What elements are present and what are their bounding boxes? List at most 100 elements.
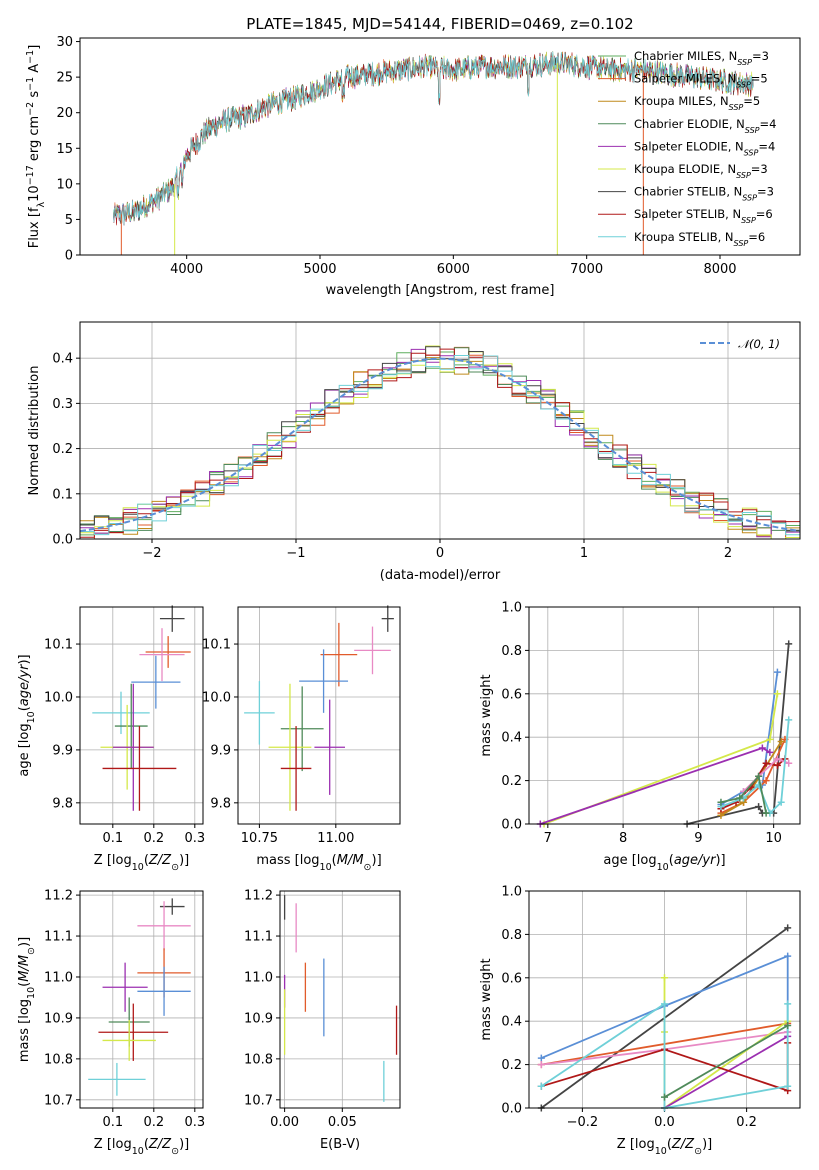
mass-weight-marker (785, 716, 793, 724)
mass-weight-marker (784, 1082, 792, 1090)
y-tick-label: 11.2 (244, 889, 273, 904)
axes-spectrum: 4000 5000 6000 7000 8000 0 5 10 15 20 25 30 waveleng… (25, 35, 801, 298)
x-tick-label: 0.3 (184, 1115, 205, 1130)
x-tick-label: 2 (724, 546, 732, 561)
histogram-step (80, 355, 800, 536)
spectrum-line (113, 51, 754, 226)
mass-weight-lines (537, 924, 792, 1112)
y-tick-label: 11.2 (44, 889, 73, 904)
x-tick-label: 0.05 (328, 1115, 357, 1130)
mass-weight-lines (536, 640, 793, 828)
y-tick-label: 0.4 (501, 731, 522, 746)
mass-weight-marker (661, 974, 668, 982)
y-tick-label: 0.6 (501, 687, 522, 702)
x-tick-label: 4000 (170, 262, 203, 277)
spectrum-lines (113, 51, 754, 255)
axes-frame (79, 606, 204, 825)
x-tick-label: 0.3 (184, 831, 205, 846)
y-tick-label: 9.9 (210, 743, 231, 758)
mass-weight-marker (773, 668, 781, 676)
y-tick-label: 11.1 (244, 930, 273, 945)
mass-weight-marker (758, 744, 766, 752)
y-tick-label: 10 (56, 177, 73, 192)
mass-weight-line (664, 1024, 789, 1098)
errorbar-points (283, 895, 398, 1102)
errorbar-points (92, 605, 191, 811)
y-tick-label: 0.8 (501, 928, 522, 943)
y-tick-label: 0.2 (52, 442, 73, 457)
x-tick-label: 6000 (437, 262, 470, 277)
x-axis-label: (data-model)/error (380, 568, 501, 583)
legend-entry: Kroupa ELODIE, NSSP=3 (634, 162, 768, 180)
y-tick-label: 0.1 (52, 487, 73, 502)
x-tick-label: 7 (544, 831, 552, 846)
x-tick-label: 7000 (570, 262, 603, 277)
mass-weight-marker (766, 748, 774, 756)
mass-weight-marker (784, 1000, 792, 1008)
x-axis-label: Z [log10(Z/Z⊙)] (94, 1137, 189, 1157)
x-tick-label: −0.2 (567, 1115, 599, 1130)
y-tick-label: 0.8 (501, 644, 522, 659)
normal-reference-curve (80, 357, 800, 533)
y-axis-label: Normed distribution (27, 366, 42, 496)
y-tick-label: 20 (56, 106, 73, 121)
x-tick-label: 9 (694, 831, 702, 846)
legend-entry: Chabrier ELODIE, NSSP=4 (634, 117, 776, 135)
y-tick-label: 10.9 (44, 1011, 73, 1026)
x-tick-label: 0.2 (143, 831, 164, 846)
x-tick-label: 0.00 (270, 1115, 299, 1130)
mass-weight-marker (736, 794, 744, 802)
x-tick-label: 11.00 (317, 831, 354, 846)
y-tick-label: 10.8 (44, 1052, 73, 1067)
axes-frame (79, 37, 801, 256)
mass-weight-marker (762, 759, 770, 767)
y-tick-label: 10.8 (244, 1052, 273, 1067)
errorbar-points (88, 898, 191, 1096)
x-tick-label: 0.1 (102, 831, 123, 846)
x-tick-label: −2 (142, 546, 161, 561)
y-tick-label: 0.0 (501, 1102, 522, 1117)
x-axis-label: Z [log10(Z/Z⊙)] (94, 853, 189, 873)
mass-weight-line (540, 954, 789, 1059)
mass-weight-marker (785, 640, 793, 648)
x-tick-label: 0.2 (736, 1115, 757, 1130)
y-tick-label: 15 (56, 142, 73, 157)
mass-weight-marker (661, 1093, 668, 1101)
y-tick-label: 10.7 (44, 1093, 73, 1108)
legend-entry: Chabrier STELIB, NSSP=3 (634, 185, 774, 203)
y-tick-label: 10.1 (202, 638, 231, 653)
y-tick-label: 0.4 (52, 352, 73, 367)
histogram-steps (80, 345, 800, 539)
axes-massweight_vs_Z: −0.2 0.0 0.2 0.0 0.2 0.4 0.6 0.8 1.0 Z [log10(Z/Z… (479, 885, 801, 1157)
legend-entry: Salpeter STELIB, NSSP=6 (634, 207, 773, 225)
axes-massweight_vs_age: 7 8 9 10 0.0 0.2 0.4 0.6 0.8 1.0 age [log10(age/yr… (479, 601, 801, 873)
x-tick-label: 5000 (303, 262, 336, 277)
legend-entry: Kroupa MILES, NSSP=5 (634, 94, 760, 112)
axes-frame (528, 890, 801, 1109)
y-tick-label: 10.1 (44, 638, 73, 653)
figure-title: PLATE=1845, MJD=54144, FIBERID=0469, z=0… (246, 15, 633, 33)
axes-mass_vs_EBV: 0.00 0.05 10.7 10.8 10.9 11.0 11.1 11.2 E(B-V) (244, 889, 401, 1152)
y-tick-label: 1.0 (501, 885, 522, 900)
mass-weight-marker (762, 809, 770, 817)
y-tick-label: 30 (56, 35, 73, 50)
x-tick-label: 8000 (703, 262, 736, 277)
mass-weight-marker (537, 1061, 545, 1069)
y-axis-label: mass weight (479, 674, 494, 756)
errorbar-points (244, 605, 394, 811)
y-tick-label: 10.0 (202, 690, 231, 705)
x-tick-label: 0.0 (654, 1115, 675, 1130)
x-tick-label: −1 (286, 546, 305, 561)
axes-frame (528, 606, 801, 825)
mass-weight-marker (537, 1082, 545, 1090)
mass-weight-marker (784, 1022, 792, 1030)
y-tick-label: 11.0 (44, 970, 73, 985)
mass-weight-marker (762, 777, 770, 785)
axes-residual_hist: −2 −1 0 1 2 0.0 0.1 0.2 0.3 0.4 𝒩(0, 1) (data-model… (27, 321, 801, 583)
y-axis-label: mass [log10(M/M⊙)] (17, 937, 37, 1062)
x-axis-label: E(B-V) (320, 1137, 360, 1152)
y-tick-label: 10.0 (44, 690, 73, 705)
mass-weight-marker (537, 1054, 545, 1062)
x-tick-label: 0 (436, 546, 444, 561)
